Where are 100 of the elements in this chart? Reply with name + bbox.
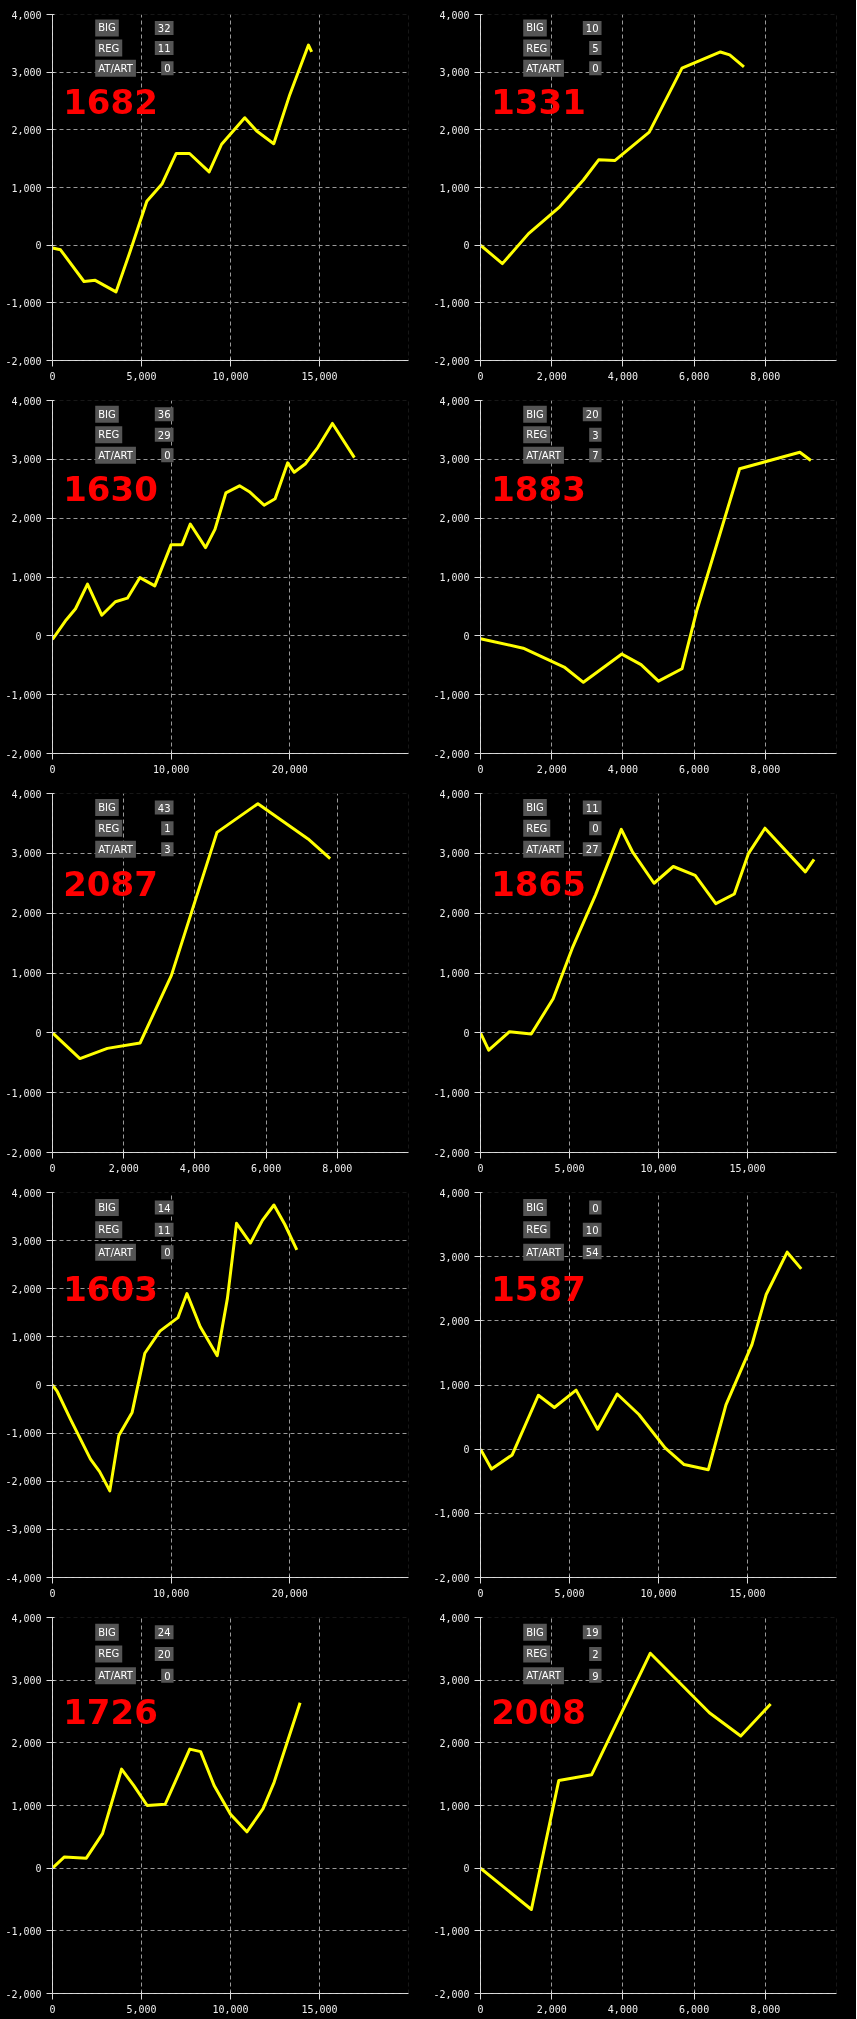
x-tick-label: 10,000 [640, 1587, 677, 1599]
annotation: BIG [526, 1202, 544, 1214]
y-tick-label: -2,000 [5, 1988, 42, 2000]
y-tick-label: 4,000 [11, 1612, 42, 1624]
annotation: AT/ART [526, 449, 562, 461]
y-tick-label: 4,000 [439, 1612, 470, 1624]
annotation: 1630 [63, 469, 158, 510]
annotation: BIG [526, 802, 544, 813]
annotation: BIG [98, 802, 116, 813]
annotation: 0 [164, 1247, 171, 1259]
annotation: AT/ART [526, 843, 562, 855]
annotation: BIG [526, 408, 544, 420]
x-tick-label: 20,000 [271, 763, 308, 775]
annotation: 10 [585, 1224, 599, 1236]
y-tick-label: -2,000 [5, 748, 42, 760]
annotation: 54 [585, 1247, 599, 1259]
line-series [480, 50, 746, 266]
x-tick-label: 0 [49, 370, 56, 382]
y-tick-label: 0 [463, 1027, 470, 1039]
x-tick-label: 2,000 [536, 370, 567, 382]
annotation: AT/ART [98, 449, 134, 461]
y-tick-label: 3,000 [439, 454, 470, 466]
x-tick-label: 10,000 [212, 370, 249, 382]
annotation: 2008 [491, 1692, 586, 1732]
annotation: AT/ART [526, 1670, 562, 1682]
annotation: REG [98, 42, 120, 54]
x-tick-label: 15,000 [301, 370, 338, 382]
annotation: 1865 [491, 863, 586, 904]
y-tick-label: 4,000 [439, 395, 470, 407]
y-tick-label: 3,000 [439, 1251, 470, 1263]
y-tick-label: 4,000 [11, 788, 42, 800]
annotation: REG [98, 429, 120, 441]
y-tick-label: -2,000 [5, 1476, 42, 1488]
x-tick-label: 8,000 [750, 2003, 781, 2015]
x-tick-label: 15,000 [729, 1162, 766, 1174]
annotation: 0 [592, 1202, 599, 1214]
annotation: BIG [98, 22, 116, 34]
y-tick-label: 4,000 [439, 9, 470, 21]
annotation: REG [98, 1648, 120, 1660]
y-tick-label: -2,000 [5, 355, 42, 367]
y-tick-label: -1,000 [433, 1508, 470, 1520]
y-tick-label: -1,000 [433, 689, 470, 701]
annotation: 29 [157, 429, 171, 441]
y-tick-label: 1,000 [439, 1380, 470, 1391]
line-series [52, 1203, 299, 1493]
annotation: 19 [585, 1627, 599, 1639]
y-tick-label: 3,000 [11, 67, 42, 79]
y-tick-label: 1,000 [11, 968, 42, 979]
x-tick-label: 4,000 [607, 370, 638, 382]
y-tick-label: 3,000 [11, 1675, 42, 1687]
line-series [480, 1250, 803, 1472]
x-tick-label: 10,000 [640, 1162, 677, 1174]
line-series [52, 421, 356, 641]
y-tick-label: -1,000 [5, 689, 42, 701]
annotation: 11 [157, 43, 171, 55]
y-tick-label: 1,000 [439, 1800, 470, 1812]
y-tick-label: -1,000 [433, 1925, 470, 1937]
annotation: 1603 [63, 1269, 158, 1310]
y-tick-label: 0 [35, 240, 42, 252]
y-tick-label: 3,000 [11, 848, 42, 860]
x-tick-label: 10,000 [153, 1587, 190, 1599]
annotation: BIG [98, 408, 116, 420]
y-tick-label: 2,000 [11, 908, 42, 920]
y-tick-label: -2,000 [433, 1147, 470, 1159]
annotation: 7 [592, 450, 599, 462]
annotation: 43 [157, 802, 171, 814]
x-tick-label: 0 [477, 370, 484, 382]
y-tick-label: 3,000 [11, 454, 42, 466]
y-tick-label: 1,000 [439, 968, 470, 979]
y-tick-label: 0 [35, 1027, 42, 1039]
y-tick-label: 1,000 [11, 182, 42, 194]
annotation: REG [526, 822, 548, 834]
y-tick-label: 3,000 [439, 848, 470, 860]
y-tick-label: -1,000 [433, 297, 470, 309]
annotation: 9 [592, 1670, 599, 1682]
x-tick-label: 8,000 [322, 1162, 353, 1174]
line-series [52, 43, 314, 294]
y-tick-label: 2,000 [11, 513, 42, 525]
annotation: BIG [526, 22, 544, 34]
annotation: 24 [157, 1627, 171, 1639]
line-series [480, 826, 816, 1052]
x-tick-label: 10,000 [212, 2003, 249, 2015]
y-tick-label: -1,000 [433, 1087, 470, 1099]
annotation: 32 [157, 22, 171, 34]
line-series [480, 1651, 773, 1912]
y-tick-label: 1,000 [439, 572, 470, 583]
x-tick-label: 0 [49, 1587, 56, 1599]
y-tick-label: -1,000 [5, 1925, 42, 1937]
x-tick-label: 15,000 [729, 1587, 766, 1599]
y-tick-label: -2,000 [5, 1147, 42, 1159]
y-tick-label: -2,000 [433, 355, 470, 367]
annotation: AT/ART [98, 1670, 134, 1682]
y-tick-label: 2,000 [11, 124, 42, 136]
annotation: 5 [592, 43, 599, 55]
annotation: REG [526, 42, 548, 54]
y-tick-label: 0 [35, 1380, 42, 1391]
y-tick-label: -2,000 [433, 748, 470, 760]
x-tick-label: 2,000 [108, 1162, 139, 1174]
y-tick-label: 3,000 [439, 67, 470, 79]
x-tick-label: 2,000 [536, 763, 567, 775]
